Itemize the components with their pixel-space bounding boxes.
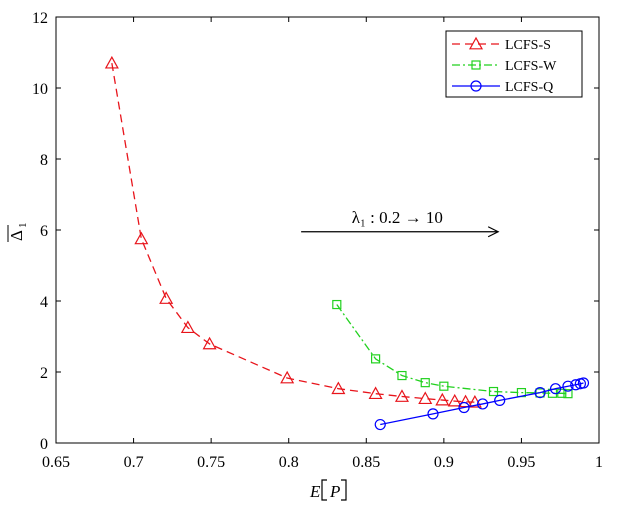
data-point	[458, 401, 470, 414]
annotation: λ₁ : 0.2 → 10	[301, 208, 500, 238]
data-point	[488, 386, 499, 397]
y-tick-label: 8	[40, 152, 48, 169]
data-point	[577, 377, 590, 389]
x-tick-label: 0.9	[434, 454, 454, 471]
y-tick-label: 10	[32, 81, 48, 98]
data-point	[549, 383, 562, 395]
data-point	[331, 381, 346, 395]
series-line	[380, 382, 584, 426]
x-tick-label: 0.85	[352, 454, 380, 471]
arrow-head	[487, 226, 500, 238]
legend-marker	[471, 60, 481, 70]
data-point	[477, 398, 489, 410]
data-point	[332, 299, 342, 310]
data-point	[570, 379, 582, 391]
x-tick-label: 0.65	[42, 454, 70, 471]
axis-ticks	[55, 16, 600, 444]
x-tick-label: 0.8	[279, 454, 299, 471]
data-point	[180, 320, 195, 334]
x-tick-label: 1	[595, 454, 603, 471]
data-point	[420, 378, 430, 388]
x-axis-title-text: E	[309, 482, 321, 501]
legend-label: LCFS-Q	[505, 80, 553, 95]
series-line	[111, 63, 475, 403]
series-lcfs-w	[332, 299, 573, 399]
data-point	[418, 391, 433, 405]
data-point	[394, 389, 409, 402]
right-bracket	[341, 479, 347, 501]
data-point	[562, 380, 574, 392]
legend-marker	[468, 36, 484, 50]
data-point	[104, 55, 119, 69]
legend-label: LCFS-S	[505, 38, 551, 53]
x-tick-labels: 0.65 0.7 0.75 0.8 0.85 0.9 0.95 1	[42, 454, 603, 471]
x-axis-title-p: P	[329, 482, 340, 501]
data-point	[280, 370, 295, 384]
x-tick-label: 0.75	[197, 454, 225, 471]
y-axis-title-sub: 1	[17, 223, 29, 229]
y-tick-label: 6	[40, 223, 48, 240]
data-point	[534, 386, 546, 399]
series-line	[336, 304, 569, 395]
data-point	[439, 381, 449, 391]
left-bracket	[321, 479, 327, 501]
data-point	[435, 392, 450, 406]
data-point	[374, 418, 386, 431]
y-axis-title-delta: Δ	[7, 230, 26, 241]
y-axis-title: Δ 1	[7, 223, 29, 242]
data-point	[494, 394, 506, 406]
y-tick-label: 4	[40, 294, 48, 311]
series-lcfs-q	[374, 377, 590, 431]
data-point	[370, 354, 381, 364]
data-point	[563, 389, 573, 399]
data-point	[447, 393, 462, 407]
x-tick-label: 0.95	[507, 454, 535, 471]
data-point	[134, 231, 149, 245]
y-tick-label: 12	[32, 10, 48, 27]
x-tick-label: 0.7	[124, 454, 144, 471]
series-layer	[104, 55, 590, 431]
data-point	[427, 408, 439, 420]
data-point	[368, 386, 383, 400]
annotation-text: λ₁ : 0.2 → 10	[352, 208, 443, 227]
data-point	[397, 370, 407, 381]
legend: LCFS-S LCFS-W LCFS-Q	[445, 30, 583, 98]
x-axis-title: E P	[309, 479, 347, 501]
legend-marker	[470, 80, 482, 92]
y-tick-label: 2	[40, 365, 48, 382]
y-tick-label: 0	[40, 436, 48, 453]
legend-label: LCFS-W	[505, 59, 557, 74]
y-tick-labels: 0 2 4 6 8 10 12	[32, 10, 48, 453]
data-point	[159, 291, 174, 304]
data-point	[202, 336, 217, 350]
